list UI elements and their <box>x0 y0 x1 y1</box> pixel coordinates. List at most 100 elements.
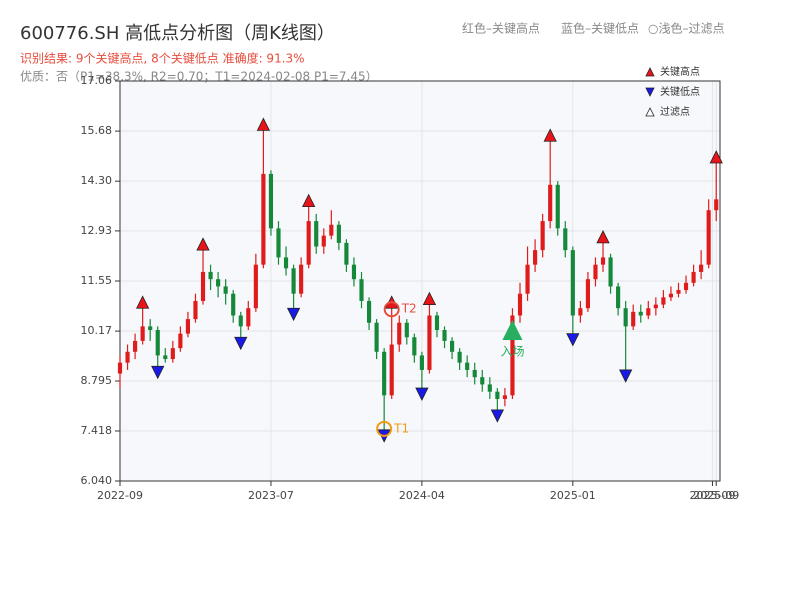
candle-body <box>616 286 621 309</box>
candle-body <box>676 290 681 294</box>
candle-body <box>366 300 372 323</box>
candle-body <box>261 173 266 265</box>
candle-body <box>268 173 274 229</box>
candle-body <box>442 330 447 341</box>
candle-body <box>525 264 530 294</box>
candle-body <box>472 369 477 378</box>
legend-marker <box>645 67 655 77</box>
candle-body <box>533 250 538 265</box>
candle-body <box>382 351 387 396</box>
candle-body <box>593 264 598 280</box>
candle-body <box>283 257 289 269</box>
candle-body <box>397 322 402 345</box>
y-tick-label: 8.795 <box>81 374 113 387</box>
candle-body <box>344 242 349 265</box>
candle-body <box>540 221 545 251</box>
candle-body <box>306 221 311 265</box>
key-low-marker <box>490 409 505 423</box>
candle-body <box>200 271 206 301</box>
candle-body <box>276 228 281 258</box>
key-high-marker <box>196 237 210 251</box>
y-tick-label: 11.55 <box>81 274 113 287</box>
candle-body <box>563 228 568 251</box>
candle-body <box>714 199 719 211</box>
y-tick-label: 14.30 <box>81 174 113 187</box>
candle-body <box>321 235 326 247</box>
candle-body <box>548 184 553 222</box>
entry-marker <box>502 320 523 341</box>
chart-title: 600776.SH 高低点分析图（周K线图） <box>20 23 335 44</box>
candle-body <box>404 322 409 338</box>
candle-body <box>208 271 213 280</box>
candle-body <box>291 268 296 294</box>
candle-body <box>412 337 417 356</box>
key-low-marker <box>234 336 248 351</box>
x-tick-label: 2025-01 <box>550 489 596 502</box>
key-high-marker <box>256 117 271 131</box>
candle-body <box>502 395 507 399</box>
candle-body <box>691 271 696 283</box>
key-high-marker <box>543 128 557 142</box>
plot-border <box>119 80 721 482</box>
candle-body <box>495 391 500 399</box>
annotation-circle <box>376 420 393 437</box>
candle-body <box>517 293 523 316</box>
candle-body <box>510 315 515 396</box>
y-tick-label: 6.040 <box>81 474 113 487</box>
key-low-marker <box>415 387 429 401</box>
key-high-marker <box>422 291 437 305</box>
candle-body <box>336 224 341 243</box>
key-high-marker <box>596 229 610 244</box>
header-legend: ○浅色–过滤点 <box>648 22 724 36</box>
candle-body <box>631 311 636 327</box>
candle-body <box>133 340 138 352</box>
candle-body <box>140 326 145 341</box>
key-low-marker <box>151 365 165 380</box>
y-tick-label: 15.68 <box>81 124 113 137</box>
candle-body <box>117 362 123 374</box>
x-tick-label: 2023-07 <box>248 489 294 502</box>
candle-body <box>125 351 130 363</box>
candle-body <box>480 377 485 385</box>
header-legend: 红色–关键高点 <box>462 21 540 36</box>
candle-body <box>465 362 470 370</box>
y-tick-label: 12.93 <box>81 224 113 237</box>
legend-marker <box>645 107 655 117</box>
key-low-marker <box>566 333 580 347</box>
x-tick-label: 2025-09 <box>689 489 735 502</box>
candle-body <box>374 322 379 352</box>
candle-body <box>585 279 590 309</box>
candle-body <box>699 264 704 272</box>
candle-body <box>185 319 190 334</box>
candle-body <box>600 257 606 265</box>
x-tick-label: 2024-04 <box>399 489 445 502</box>
x-tick-label: 2022-09 <box>97 489 143 502</box>
y-tick-label: 17.06 <box>81 74 113 87</box>
candle-body <box>253 264 258 309</box>
candle-body <box>457 351 462 363</box>
candle-body <box>555 184 560 229</box>
candle-body <box>178 333 183 349</box>
candle-body <box>238 315 243 327</box>
candle-body <box>570 250 575 316</box>
candle-body <box>623 308 628 327</box>
header-legend: 蓝色–关键低点 <box>561 22 639 36</box>
candle-body <box>299 264 304 294</box>
annotation-label: 入场 <box>500 345 524 359</box>
candle-body <box>683 282 689 291</box>
candle-body <box>419 355 424 370</box>
legend-label: 关键高点 <box>660 65 700 78</box>
key-high-marker <box>135 295 150 309</box>
y-tick-label: 10.17 <box>81 324 113 337</box>
candle-body <box>359 279 364 301</box>
candle-body <box>450 340 455 352</box>
candle-body <box>653 304 658 309</box>
key-low-marker <box>619 369 633 383</box>
legend-label: 关键低点 <box>660 85 700 98</box>
y-tick-label: 7.418 <box>81 424 113 437</box>
candle-body <box>706 210 711 265</box>
candle-body <box>155 330 160 356</box>
annotation-circle <box>383 301 400 318</box>
candle-body <box>351 264 357 280</box>
